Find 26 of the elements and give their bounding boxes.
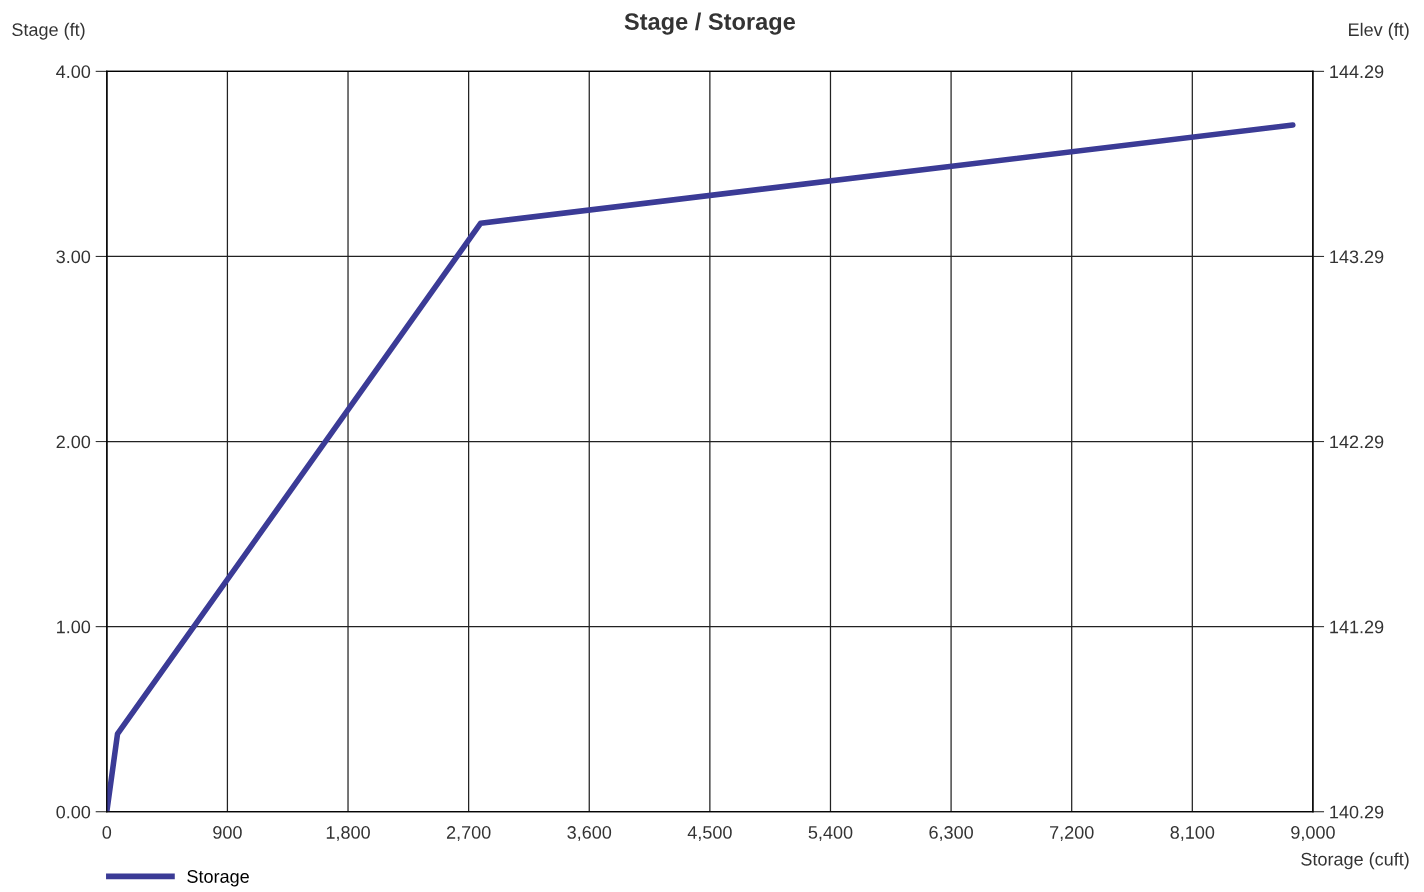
y2-axis-title: Elev (ft) (1349, 22, 1409, 40)
y-tick-label: 3.00 (56, 250, 91, 264)
y-tick-label: 0.00 (56, 805, 91, 819)
x-tick-label: 6,300 (929, 826, 973, 841)
x-tick-label: 8,100 (1170, 826, 1215, 841)
x-tick-label: 7,200 (1050, 826, 1094, 841)
x-axis-title: Storage (cuft) (1301, 852, 1409, 870)
x-tick-label: 5,400 (808, 826, 853, 841)
y2-tick-label: 141.29 (1330, 620, 1384, 634)
x-tick-label: 9,000 (1291, 826, 1335, 841)
x-tick-label: 0 (102, 826, 112, 839)
x-tick-label: 2,700 (446, 826, 491, 841)
y2-tick-label: 144.29 (1330, 65, 1384, 79)
y-tick-label: 4.00 (56, 65, 91, 79)
legend-label: Storage (187, 870, 249, 887)
x-tick-label: 900 (213, 826, 242, 839)
y2-tick-label: 143.29 (1330, 250, 1384, 264)
x-tick-label: 4,500 (687, 826, 732, 841)
x-tick-label: 1,800 (326, 826, 370, 841)
y2-tick-label: 142.29 (1330, 435, 1384, 449)
x-tick-label: 3,600 (567, 826, 612, 841)
y-axis-title: Stage (ft) (12, 22, 85, 40)
y-tick-label: 1.00 (57, 620, 91, 634)
chart-title: Stage / Storage (624, 12, 796, 35)
y-tick-label: 2.00 (56, 435, 91, 449)
y2-tick-label: 140.29 (1330, 805, 1384, 819)
